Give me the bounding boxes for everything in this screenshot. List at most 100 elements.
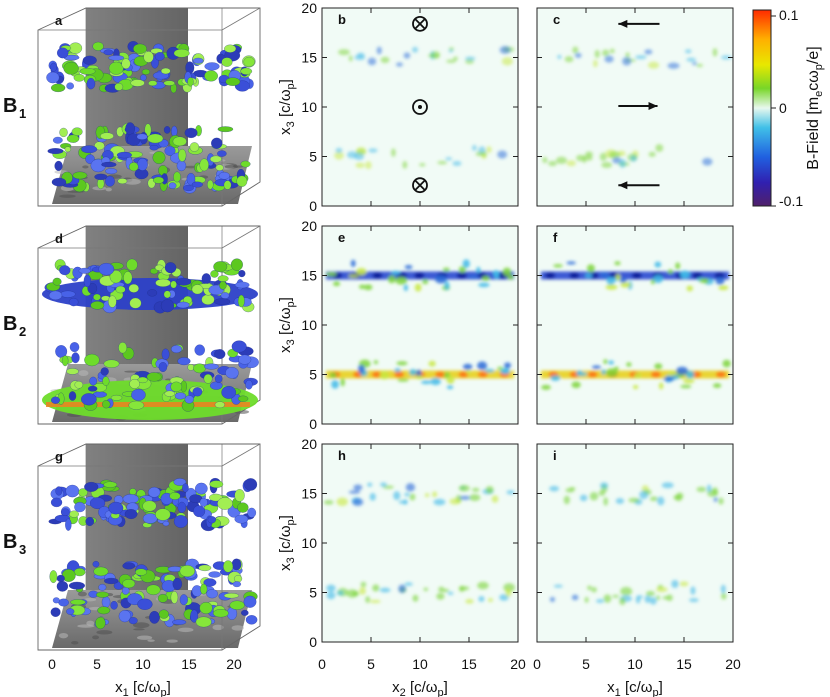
isosurface-blob: [74, 501, 86, 513]
band-peak: [371, 371, 382, 378]
isosurface-blob: [65, 484, 80, 498]
field-fluctuation: [549, 485, 560, 492]
isosurface-blob: [46, 71, 60, 84]
heatmap-background: [537, 226, 733, 424]
field-fluctuation: [387, 275, 396, 284]
isosurface-blob: [199, 602, 213, 614]
isosurface-blob: [70, 599, 86, 606]
y-axis-label: x3 [c/ωp]: [277, 297, 297, 353]
field-fluctuation: [671, 579, 679, 589]
isosurface-blob: [103, 49, 114, 56]
isosurface-blob: [173, 515, 188, 528]
field-fluctuation: [591, 365, 602, 370]
field-fluctuation: [585, 151, 593, 157]
field-fluctuation: [650, 597, 657, 605]
field-fluctuation: [647, 61, 660, 69]
isosurface-blob: [213, 609, 229, 618]
field-fluctuation: [497, 366, 504, 371]
isosurface-blob: [121, 58, 131, 69]
field-fluctuation: [654, 261, 662, 268]
isosurface-blob: [61, 508, 70, 516]
field-fluctuation: [673, 495, 679, 500]
isosurface-blob: [84, 353, 100, 367]
field-fluctuation: [446, 375, 455, 385]
field-fluctuation: [468, 275, 480, 279]
isosurface-blob: [210, 155, 222, 163]
cube-frame: [37, 225, 261, 425]
isosurface-blob: [173, 171, 181, 183]
field-fluctuation: [354, 152, 365, 161]
arrow-head: [618, 181, 628, 190]
field-fluctuation: [446, 59, 456, 63]
isosurface-blob: [98, 263, 115, 276]
field-fluctuation: [326, 584, 336, 592]
field-fluctuation: [355, 162, 365, 168]
isosurface-blob: [168, 182, 177, 189]
isosurface-blob: [65, 518, 72, 531]
isosurface-blob: [121, 586, 130, 595]
field-fluctuation: [666, 594, 673, 602]
field-fluctuation: [433, 498, 446, 506]
field-fluctuation: [686, 285, 693, 292]
field-fluctuation: [686, 57, 697, 62]
floor-ripple: [124, 370, 139, 373]
isosurface-blob: [213, 261, 228, 273]
field-fluctuation: [497, 150, 508, 159]
field-fluctuation: [584, 596, 589, 603]
field-fluctuation: [462, 259, 470, 269]
field-fluctuation: [722, 359, 731, 368]
isosurface-blob: [52, 597, 60, 604]
isosurface-blob: [164, 262, 177, 274]
isosurface-blob: [221, 57, 233, 67]
band-peak: [414, 272, 425, 279]
isosurface-blob: [137, 158, 148, 171]
field-fluctuation: [639, 490, 649, 500]
field-fluctuation: [644, 595, 651, 603]
field-fluctuation: [420, 380, 432, 385]
field-fluctuation: [403, 284, 409, 292]
floor-ripple: [71, 640, 79, 645]
isosurface-blob: [92, 41, 104, 51]
field-fluctuation: [606, 368, 618, 377]
field-fluctuation: [367, 482, 373, 487]
field-fluctuation: [415, 375, 425, 380]
field-fluctuation: [612, 594, 620, 598]
field-fluctuation: [632, 384, 639, 390]
field-fluctuation: [685, 370, 695, 379]
field-fluctuation: [356, 267, 367, 276]
isosurface-blob: [217, 497, 233, 510]
field-fluctuation: [504, 362, 512, 369]
isosurface-blob: [59, 127, 68, 137]
field-fluctuation: [657, 496, 665, 506]
field-fluctuation: [340, 378, 345, 387]
heatmap-structures: [334, 46, 515, 170]
field-fluctuation: [412, 46, 419, 53]
isosurface-blob: [221, 386, 237, 399]
isosurface-blob: [209, 480, 224, 488]
cube-frame: [37, 7, 261, 207]
x-tick-label: 0: [318, 656, 326, 672]
field-fluctuation: [619, 278, 627, 284]
x-tick-label: 0: [48, 656, 56, 672]
field-into-page-symbol: [412, 177, 428, 194]
isosurface-blob: [223, 593, 239, 599]
isosurface-blob: [81, 393, 97, 406]
isosurface-blob: [177, 357, 191, 366]
isosurface-blob: [51, 396, 60, 404]
isosurface-blob: [97, 606, 111, 615]
isosurface-blob: [66, 134, 80, 143]
isosurface-blob: [244, 478, 258, 491]
field-fluctuation: [628, 497, 640, 503]
field-fluctuation: [542, 156, 548, 164]
field-fluctuation: [422, 279, 429, 285]
y-tick-label: 0: [309, 634, 317, 650]
isosurface-blob: [86, 77, 96, 90]
isosurface-blob: [85, 516, 95, 526]
field-fluctuation: [661, 482, 674, 489]
field-fluctuation: [594, 49, 600, 59]
isosurface-blob: [177, 501, 187, 513]
field-fluctuation: [600, 482, 609, 489]
field-fluctuation: [444, 281, 450, 290]
field-fluctuation: [572, 46, 579, 54]
isosurface-blob: [220, 292, 230, 299]
